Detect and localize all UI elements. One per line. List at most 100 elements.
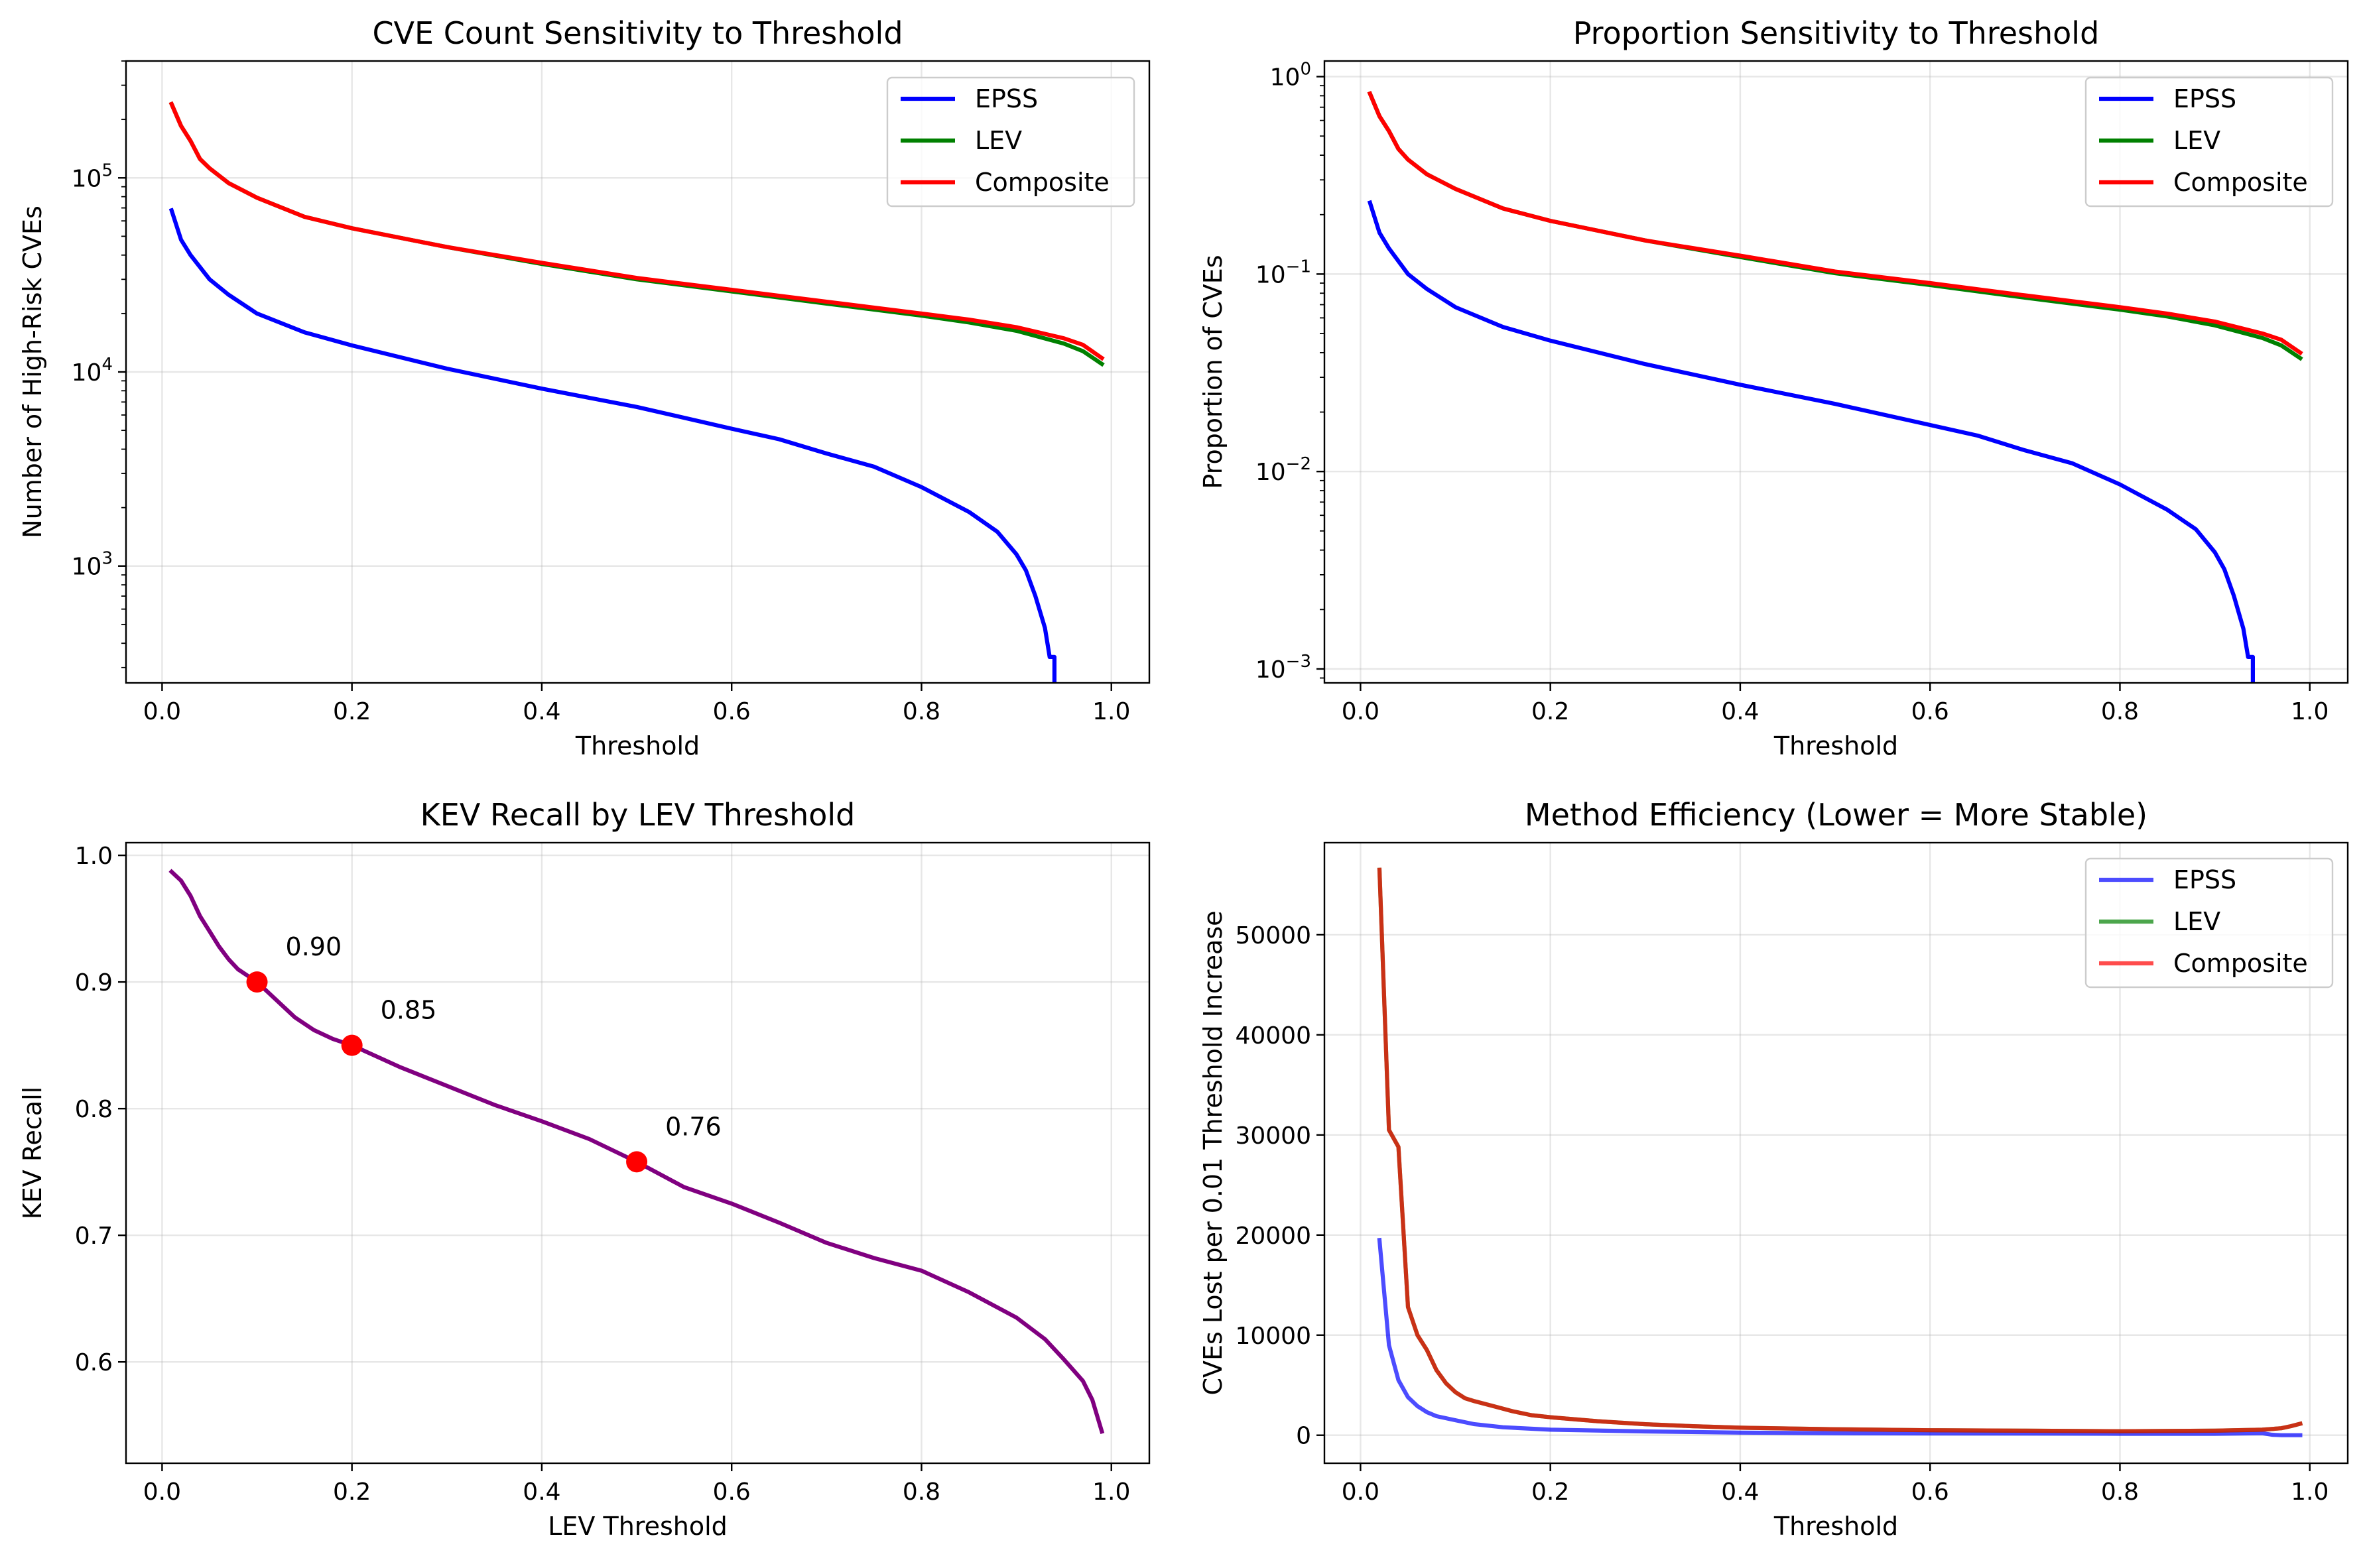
legend-label-composite: Composite <box>975 168 1110 197</box>
legend-box <box>886 76 1135 208</box>
y-tick-label: 0.6 <box>75 1349 113 1376</box>
x-tick-label: 0.8 <box>903 1478 940 1506</box>
x-tick-label: 0.2 <box>1531 1478 1569 1506</box>
y-tick-base: 10 <box>1255 656 1286 684</box>
series-group <box>168 869 1105 1435</box>
chart-title: CVE Count Sensitivity to Threshold <box>372 15 903 51</box>
legend-label-composite: Composite <box>2173 949 2308 978</box>
x-tick-label: 0.8 <box>2101 1478 2139 1506</box>
marker-point <box>246 971 268 993</box>
x-tick-label: 0.8 <box>2101 698 2139 725</box>
series-line-epss <box>1367 200 2255 683</box>
x-axis-label: Threshold <box>1773 1512 1898 1541</box>
y-tick-base: 10 <box>1255 261 1286 288</box>
x-tick-label: 0.0 <box>1342 1478 1379 1506</box>
y-tick-label: 10−1 <box>1255 257 1311 288</box>
x-tick-label: 0.6 <box>1911 1478 1949 1506</box>
marker-label: 0.85 <box>381 996 437 1025</box>
chart-title: Method Efficiency (Lower = More Stable) <box>1525 797 2147 833</box>
marker-label: 0.76 <box>665 1112 722 1141</box>
y-tick-label: 30000 <box>1235 1122 1311 1150</box>
panel-kev-recall: 0.90 0.85 0.76 0.0 0.2 0.4 0.6 0.8 1.0 0.6 0.7 0.8 0… <box>18 797 1151 1541</box>
y-axis-label: KEV Recall <box>18 1087 47 1219</box>
legend-label-composite: Composite <box>2173 168 2308 197</box>
axes-frame <box>1323 60 2349 684</box>
y-tick-label: 103 <box>72 549 113 581</box>
marker-point <box>341 1034 363 1056</box>
y-tick-label: 105 <box>72 160 113 192</box>
x-tick-label: 0.4 <box>1721 698 1759 725</box>
legend: EPSS LEV Composite <box>2084 76 2334 208</box>
series-line-composite <box>168 101 1105 361</box>
y-tick-label: 104 <box>72 355 113 387</box>
y-tick-base: 10 <box>72 554 102 581</box>
x-tick-label: 0.0 <box>143 698 181 725</box>
axes-frame <box>125 841 1151 1465</box>
x-tick-label: 1.0 <box>1092 698 1130 725</box>
y-tick-label: 0 <box>1296 1423 1311 1450</box>
y-tick-exponent: −3 <box>1286 652 1311 672</box>
legend-label-epss: EPSS <box>975 84 1038 113</box>
y-tick-base: 10 <box>72 359 102 387</box>
x-tick-label: 0.8 <box>903 698 940 725</box>
y-tick-label: 1.0 <box>75 843 113 870</box>
x-tick-label: 0.0 <box>1342 698 1379 725</box>
y-tick-exponent: −1 <box>1286 257 1311 276</box>
legend: EPSS LEV Composite <box>886 76 1135 208</box>
y-tick-label: 10−2 <box>1255 454 1311 486</box>
series-group <box>168 101 1105 683</box>
y-tick-exponent: 3 <box>101 549 113 569</box>
x-tick-label: 0.4 <box>523 1478 560 1506</box>
legend-label-epss: EPSS <box>2173 84 2236 113</box>
x-tick-label: 1.0 <box>1092 1478 1130 1506</box>
marker-point <box>626 1151 648 1173</box>
legend-box <box>2084 76 2334 208</box>
y-tick-base: 10 <box>1255 459 1286 486</box>
x-tick-label: 0.4 <box>523 698 560 725</box>
x-axis-label: LEV Threshold <box>548 1512 728 1541</box>
x-tick-label: 0.6 <box>713 698 751 725</box>
series-line-epss <box>168 208 1057 683</box>
x-tick-label: 0.6 <box>713 1478 751 1506</box>
axes-frame <box>1323 841 2349 1465</box>
legend-label-lev: LEV <box>975 126 1022 155</box>
x-tick-label: 0.6 <box>1911 698 1949 725</box>
x-tick-label: 0.2 <box>333 1478 371 1506</box>
legend-label-lev: LEV <box>2173 907 2220 936</box>
x-axis-label: Threshold <box>575 731 700 760</box>
y-tick-label: 10000 <box>1235 1323 1311 1350</box>
y-tick-label: 0.9 <box>75 969 113 996</box>
y-axis-label: Proportion of CVEs <box>1198 255 1228 489</box>
y-axis-label: Number of High-Risk CVEs <box>18 206 47 538</box>
y-tick-label: 50000 <box>1235 922 1311 949</box>
legend-label-epss: EPSS <box>2173 865 2236 894</box>
y-tick-base: 10 <box>1270 64 1301 91</box>
x-tick-label: 1.0 <box>2291 698 2329 725</box>
x-tick-label: 1.0 <box>2291 1478 2329 1506</box>
panel-method-efficiency: 0.0 0.2 0.4 0.6 0.8 1.0 0 10000 20000 30000 40000 5… <box>1198 797 2349 1541</box>
y-tick-exponent: 4 <box>101 355 113 375</box>
series-group <box>1367 91 2303 683</box>
x-tick-label: 0.0 <box>143 1478 181 1506</box>
panel-proportion: 0.0 0.2 0.4 0.6 0.8 1.010−310−210−1100Proport… <box>1198 15 2349 760</box>
y-tick-label: 100 <box>1270 60 1311 91</box>
x-tick-label: 0.4 <box>1721 1478 1759 1506</box>
series-line-composite <box>1367 91 2303 356</box>
series-group <box>1377 867 2303 1437</box>
x-tick-label: 0.2 <box>1531 698 1569 725</box>
marker-label: 0.90 <box>286 932 342 961</box>
chart-title: Proportion Sensitivity to Threshold <box>1573 15 2100 51</box>
x-tick-label: 0.2 <box>333 698 371 725</box>
legend-box <box>2084 857 2334 989</box>
y-tick-label: 0.7 <box>75 1223 113 1250</box>
y-tick-label: 20000 <box>1235 1223 1311 1250</box>
y-axis-label: CVEs Lost per 0.01 Threshold Increase <box>1198 911 1228 1396</box>
y-tick-exponent: −2 <box>1286 454 1311 474</box>
legend-label-lev: LEV <box>2173 126 2220 155</box>
series-line-composite <box>1377 867 2303 1433</box>
legend: EPSS LEV Composite <box>2084 857 2334 989</box>
x-axis-label: Threshold <box>1773 731 1898 760</box>
series-line-kev-recall <box>168 869 1105 1435</box>
